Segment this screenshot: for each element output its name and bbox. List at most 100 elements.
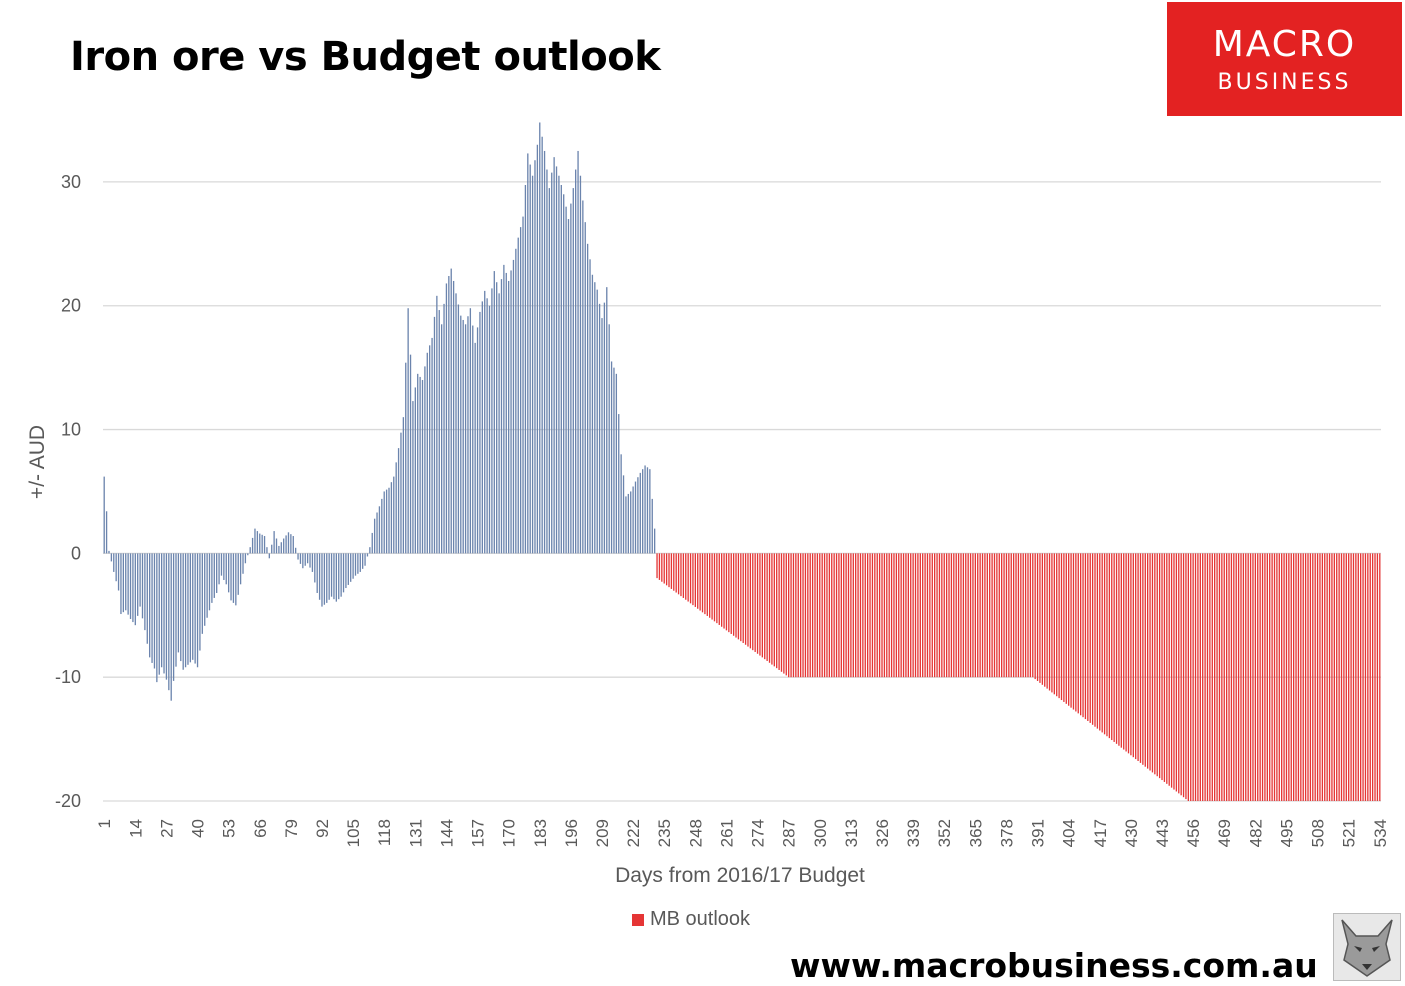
actual-bar <box>493 271 495 554</box>
y-tick-label: 20 <box>61 296 81 316</box>
actual-bar <box>247 553 249 556</box>
actual-bar <box>268 553 270 559</box>
actual-bar <box>295 547 297 554</box>
outlook-bar <box>764 553 766 660</box>
outlook-bar <box>852 553 854 678</box>
outlook-bar <box>1225 553 1228 801</box>
actual-bar <box>603 302 606 554</box>
actual-bar <box>596 289 598 554</box>
actual-bar <box>149 553 151 658</box>
actual-bar <box>381 498 383 554</box>
outlook-bar <box>1010 553 1012 678</box>
actual-bar <box>177 553 180 653</box>
outlook-bar <box>1154 553 1156 775</box>
actual-bar <box>239 553 242 585</box>
x-tick-label: 313 <box>842 819 861 847</box>
actual-bar <box>639 472 641 554</box>
actual-bar <box>460 315 462 554</box>
outlook-bar <box>737 553 740 640</box>
outlook-bar <box>1285 553 1288 801</box>
outlook-bar <box>1139 553 1142 763</box>
x-tick-label: 53 <box>220 819 239 838</box>
outlook-bar <box>919 553 921 678</box>
outlook-bar <box>709 553 711 618</box>
outlook-bar <box>1379 553 1381 801</box>
actual-bar <box>448 276 450 554</box>
actual-bar <box>182 553 184 670</box>
outlook-bar <box>833 553 835 678</box>
actual-bar <box>335 553 337 602</box>
actual-bar <box>211 553 213 603</box>
outlook-bar <box>1259 553 1261 801</box>
outlook-bar <box>1072 553 1075 710</box>
outlook-bar <box>850 553 852 678</box>
outlook-bar <box>962 553 965 678</box>
actual-bar <box>376 512 378 554</box>
actual-bar <box>359 553 361 572</box>
actual-bar <box>165 553 168 680</box>
actual-bar <box>452 280 455 554</box>
outlook-bar <box>1041 553 1044 685</box>
y-tick-label: -20 <box>55 791 81 811</box>
x-tick-label: 144 <box>437 819 456 847</box>
legend: MB outlook <box>632 908 750 931</box>
actual-bar <box>237 553 239 595</box>
actual-bar <box>122 553 124 613</box>
outlook-bar <box>1115 553 1118 744</box>
actual-bar <box>144 553 146 631</box>
actual-bar <box>383 491 385 554</box>
actual-series-bars <box>103 122 656 701</box>
outlook-bar <box>898 553 900 678</box>
x-tick-label: 378 <box>997 819 1016 847</box>
actual-bar <box>421 380 424 554</box>
outlook-bar <box>1079 553 1082 716</box>
x-tick-label: 495 <box>1277 819 1296 847</box>
actual-bar <box>297 553 299 560</box>
actual-bar <box>548 188 550 554</box>
actual-bar <box>646 467 649 554</box>
outlook-bar <box>785 553 787 676</box>
outlook-bar <box>1345 553 1347 801</box>
actual-bar <box>352 553 354 579</box>
actual-bar <box>357 553 359 574</box>
actual-bar <box>400 432 402 554</box>
outlook-bar <box>1120 553 1122 748</box>
outlook-bar <box>795 553 797 678</box>
outlook-bar <box>876 553 878 678</box>
x-tick-label: 14 <box>126 819 145 838</box>
actual-bar <box>314 553 316 583</box>
actual-bar <box>232 553 235 603</box>
x-tick-label: 170 <box>500 819 519 847</box>
x-tick-label: 131 <box>406 819 425 847</box>
actual-bar <box>292 536 294 554</box>
actual-bar <box>551 172 553 554</box>
actual-bar <box>350 553 352 582</box>
outlook-bar <box>663 553 665 584</box>
outlook-bar <box>1130 553 1132 756</box>
actual-bar <box>333 553 335 600</box>
outlook-bar <box>1005 553 1008 678</box>
outlook-bar <box>835 553 838 678</box>
outlook-bar <box>855 553 857 678</box>
actual-bar <box>436 295 438 554</box>
actual-bar <box>163 553 165 674</box>
x-tick-label: 508 <box>1309 819 1328 847</box>
outlook-bar <box>1190 553 1192 801</box>
outlook-bar <box>685 553 687 600</box>
actual-bar <box>455 293 457 554</box>
outlook-bar <box>1343 553 1345 801</box>
actual-bar <box>412 401 414 554</box>
outlook-bar <box>974 553 976 678</box>
actual-bar <box>409 354 412 554</box>
actual-bar <box>158 553 160 675</box>
actual-bar <box>402 417 405 554</box>
outlook-bar <box>984 553 986 678</box>
outlook-bar <box>845 553 847 678</box>
outlook-bar <box>1252 553 1254 801</box>
outlook-bar <box>910 553 912 678</box>
actual-bar <box>364 553 366 566</box>
actual-bar <box>565 206 567 554</box>
x-tick-label: 261 <box>717 819 736 847</box>
actual-bar <box>362 553 364 569</box>
outlook-bar <box>1084 553 1087 720</box>
